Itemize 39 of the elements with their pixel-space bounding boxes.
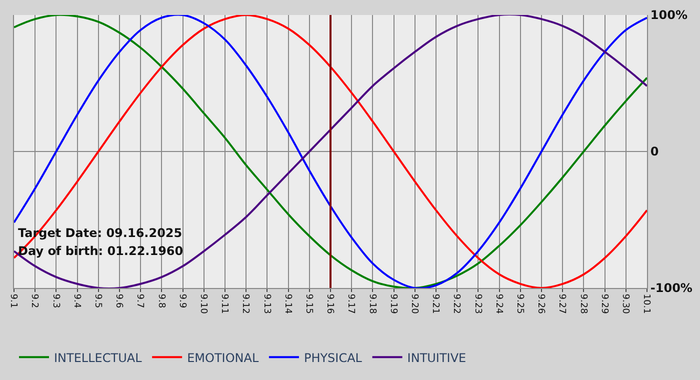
x-tick-label: 9.2 xyxy=(29,294,40,308)
x-tick-label: 9.8 xyxy=(156,294,166,308)
x-tick-label: 9.26 xyxy=(536,294,546,314)
x-tick-label: 9.16 xyxy=(324,294,335,314)
x-tick-label: 9.19 xyxy=(388,294,398,314)
x-tick-label: 9.30 xyxy=(620,294,630,314)
legend-label: INTUITIVE xyxy=(407,350,466,365)
x-tick-label: 9.3 xyxy=(50,294,60,308)
y-tick-label: 100% xyxy=(650,8,688,22)
x-tick-label: 9.12 xyxy=(240,294,250,314)
x-tick-label: 9.7 xyxy=(134,294,145,308)
x-tick-label: 9.25 xyxy=(514,294,524,314)
line-series xyxy=(14,15,647,288)
x-tick-label: 9.11 xyxy=(219,294,230,314)
x-tick-label: 9.24 xyxy=(493,294,504,314)
x-tick-label: 9.23 xyxy=(472,294,482,314)
x-tick-label: 10.1 xyxy=(641,294,652,314)
x-tick-label: 9.28 xyxy=(578,294,588,314)
x-tick-label: 9.29 xyxy=(598,294,609,314)
y-tick-label: 0 xyxy=(650,144,659,159)
x-tick-label: 9.6 xyxy=(114,294,124,308)
x-tick-label: 9.22 xyxy=(451,294,462,314)
y-tick-label: -100% xyxy=(650,281,692,296)
x-tick-label: 9.4 xyxy=(71,294,82,308)
x-tick-label: 9.14 xyxy=(282,294,292,314)
x-tick-label: 9.1 xyxy=(8,294,18,308)
x-tick-label: 9.27 xyxy=(556,294,567,314)
x-tick-label: 9.20 xyxy=(408,294,419,314)
x-tick-label: 9.9 xyxy=(176,294,187,308)
x-tick-label: 9.10 xyxy=(198,294,208,314)
x-tick-label: 9.21 xyxy=(430,294,440,314)
legend-label: INTELLECTUAL xyxy=(54,350,142,365)
x-tick-label: 9.18 xyxy=(366,294,377,314)
x-tick-label: 9.17 xyxy=(346,294,356,314)
x-tick-label: 9.15 xyxy=(303,294,314,314)
x-tick-label: 9.13 xyxy=(261,294,272,314)
legend-label: EMOTIONAL xyxy=(187,350,259,365)
legend-label: PHYSICAL xyxy=(304,350,362,365)
x-tick-label: 9.5 xyxy=(92,294,102,308)
